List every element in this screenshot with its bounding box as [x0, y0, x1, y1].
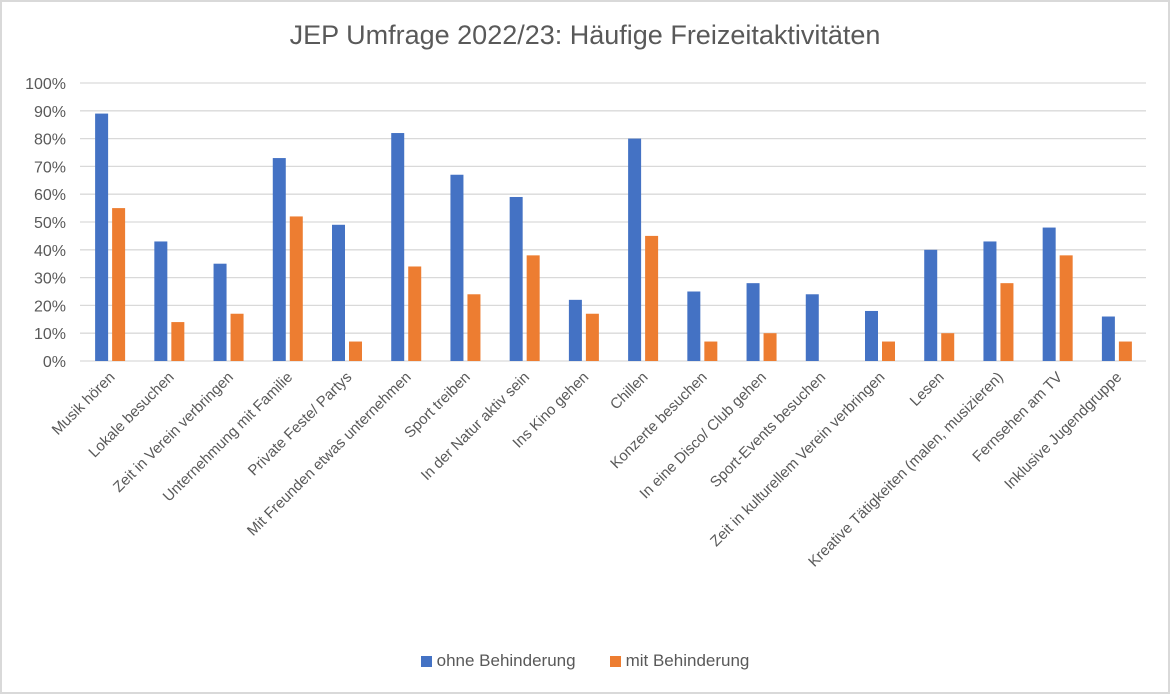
y-tick-label: 30% [34, 271, 66, 288]
bar-mit-1 [171, 322, 185, 361]
bar-ohne-6 [450, 174, 464, 361]
x-category-label: Lesen [907, 369, 948, 410]
bar-mit-9 [645, 235, 659, 361]
x-category-label: Sport-Events besuchen [707, 369, 829, 491]
y-tick-label: 0% [43, 354, 66, 371]
bar-mit-0 [112, 208, 126, 361]
bar-mit-7 [526, 255, 540, 361]
bar-ohne-13 [865, 310, 878, 361]
bar-mit-10 [704, 341, 718, 361]
bar-ohne-16 [1042, 227, 1056, 361]
x-category-label: Private Feste/ Partys [245, 369, 355, 479]
bar-ohne-4 [332, 224, 345, 361]
y-tick-label: 70% [34, 159, 66, 176]
bar-mit-2 [230, 313, 244, 361]
bar-ohne-11 [746, 283, 760, 361]
bar-mit-6 [467, 294, 481, 361]
x-category-label: Chillen [607, 369, 651, 413]
legend-swatch-mit [609, 655, 621, 667]
x-category-label: Kreative Tätigkeiten (malen, musizieren) [805, 369, 1007, 571]
bars [95, 113, 1132, 361]
bar-mit-4 [349, 341, 362, 361]
bar-mit-17 [1118, 341, 1132, 361]
legend-swatch-ohne [420, 655, 432, 667]
bar-ohne-9 [628, 138, 642, 361]
y-axis-ticks: 0% 10% 20% 30% 40% 50% 60% 70% 80% 90% 100% [25, 76, 66, 371]
bar-ohne-0 [95, 113, 109, 361]
gridlines [80, 82, 1146, 362]
bar-mit-3 [289, 216, 303, 361]
bar-ohne-15 [983, 241, 997, 361]
bar-ohne-12 [805, 294, 819, 361]
y-tick-label: 50% [34, 215, 66, 232]
bar-mit-13 [882, 341, 895, 361]
x-category-label: In der Natur aktiv sein [418, 369, 533, 484]
bar-mit-14 [941, 333, 955, 361]
legend-item-ohne: ohne Behinderung [420, 651, 576, 671]
bar-ohne-1 [154, 241, 168, 361]
x-category-label: Zeit in Verein verbringen [110, 369, 237, 496]
y-tick-label: 80% [34, 132, 66, 149]
y-tick-label: 90% [34, 104, 66, 121]
bar-ohne-10 [687, 291, 701, 361]
legend-item-mit: mit Behinderung [609, 651, 750, 671]
bar-ohne-14 [924, 249, 938, 361]
bar-mit-11 [763, 333, 777, 361]
y-tick-label: 100% [25, 76, 66, 93]
chart-title: JEP Umfrage 2022/23: Häufige Freizeitakt… [289, 20, 881, 50]
legend-label-mit: mit Behinderung [625, 651, 750, 670]
bar-ohne-8 [568, 299, 582, 361]
legend: ohne Behinderung mit Behinderung [0, 651, 1170, 671]
y-tick-label: 10% [34, 326, 66, 343]
bar-mit-5 [408, 266, 422, 361]
legend-label-ohne: ohne Behinderung [436, 651, 576, 670]
x-category-label: Inklusive Jugendgruppe [1001, 369, 1125, 493]
bar-mit-16 [1059, 255, 1073, 361]
bar-mit-15 [1000, 283, 1014, 361]
y-tick-label: 60% [34, 187, 66, 204]
y-tick-label: 40% [34, 243, 66, 260]
bar-ohne-5 [391, 133, 405, 361]
y-tick-label: 20% [34, 298, 66, 315]
bar-ohne-17 [1101, 316, 1115, 361]
bar-mit-8 [585, 313, 599, 361]
bar-ohne-7 [509, 196, 523, 361]
bar-ohne-3 [272, 158, 286, 361]
bar-ohne-2 [213, 263, 227, 361]
